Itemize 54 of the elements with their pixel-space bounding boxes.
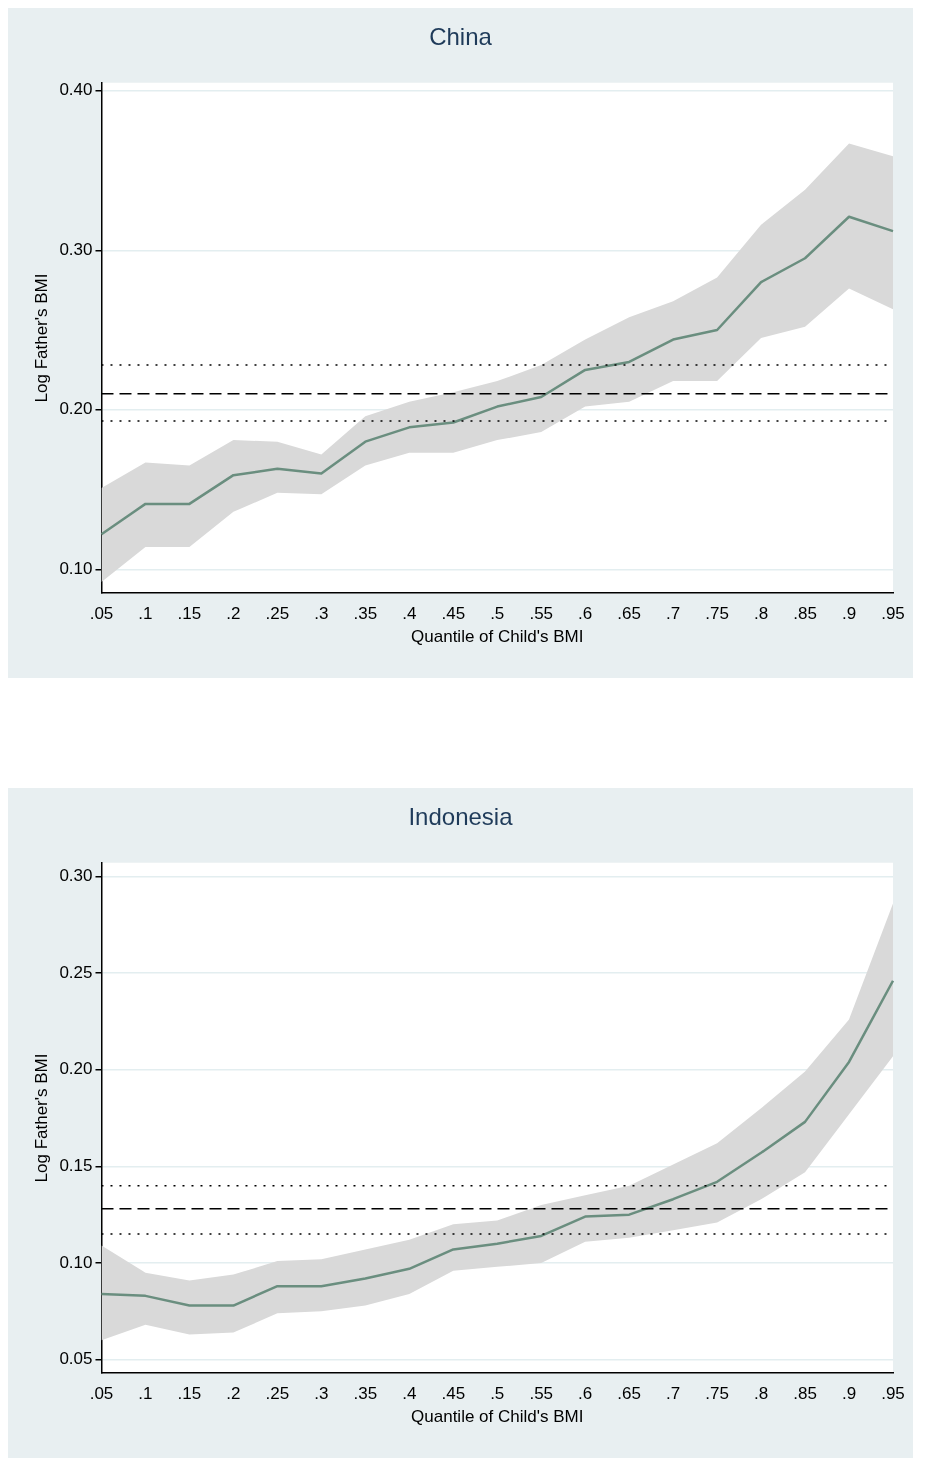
y-tick-label: 0.10 [59,1252,93,1272]
x-tick-label: .2 [226,604,241,624]
x-tick-label: .65 [617,604,641,624]
x-tick-label: .05 [89,1384,114,1404]
x-tick-label: .7 [666,1384,681,1404]
x-tick-label: .75 [705,1384,729,1404]
x-tick-label: .2 [226,1384,241,1404]
x-tick-label: .8 [753,1384,769,1404]
y-axis-title: Log Father's BMI [31,273,51,403]
x-tick-label: .1 [138,1384,153,1404]
x-tick-label: .35 [353,604,378,624]
x-tick-label: .7 [666,604,681,624]
x-tick-label: .3 [314,604,329,624]
y-tick-label: 0.05 [59,1349,93,1369]
x-axis-title: Quantile of Child's BMI [411,1407,584,1427]
x-tick-label: .65 [617,1384,641,1404]
x-tick-label: .9 [841,1384,857,1404]
chart-title: Indonesia [408,803,514,831]
x-tick-label: .8 [753,604,769,624]
x-tick-label: .85 [793,1384,817,1404]
x-tick-label: .35 [353,1384,378,1404]
x-tick-label: .6 [578,604,593,624]
x-tick-label: .5 [490,604,505,624]
y-tick-label: 0.40 [59,80,93,100]
x-tick-label: .3 [314,1384,329,1404]
x-axis-title: Quantile of Child's BMI [411,627,584,647]
x-tick-label: .25 [265,604,290,624]
x-tick-label: .85 [793,604,817,624]
x-tick-label: .75 [705,604,729,624]
y-tick-label: 0.30 [59,866,93,886]
x-tick-label: .1 [138,604,153,624]
chart-title: China [429,23,493,51]
y-tick-label: 0.10 [59,558,93,578]
y-axis-title: Log Father's BMI [31,1053,51,1183]
x-tick-label: .15 [177,604,202,624]
y-tick-label: 0.20 [59,399,93,419]
x-tick-label: .15 [177,1384,202,1404]
x-tick-label: .95 [881,604,905,624]
x-tick-label: .55 [529,604,554,624]
x-tick-label: .45 [441,604,466,624]
x-tick-label: .95 [881,1384,905,1404]
y-tick-label: 0.20 [59,1059,93,1079]
x-tick-label: .55 [529,1384,554,1404]
x-tick-label: .05 [89,604,114,624]
x-tick-label: .25 [265,1384,290,1404]
x-tick-label: .4 [402,604,417,624]
x-tick-label: .45 [441,1384,466,1404]
x-tick-label: .4 [402,1384,417,1404]
x-tick-label: .5 [490,1384,505,1404]
y-tick-label: 0.30 [59,239,93,259]
x-tick-label: .6 [578,1384,593,1404]
y-tick-label: 0.25 [59,962,93,982]
x-tick-label: .9 [841,604,857,624]
y-tick-label: 0.15 [59,1156,93,1176]
